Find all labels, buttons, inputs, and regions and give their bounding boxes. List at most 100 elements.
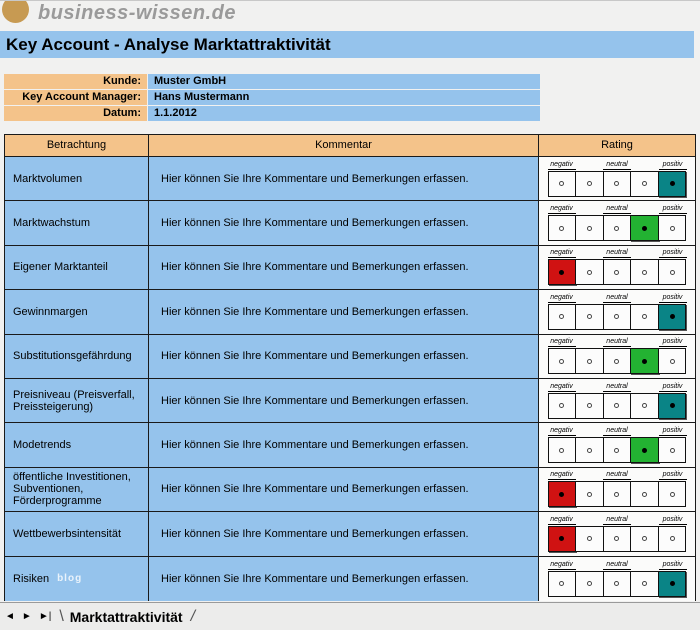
- kommentar-text: Hier können Sie Ihre Kommentare und Beme…: [161, 527, 469, 540]
- radio-ring-icon: [586, 225, 592, 231]
- betrachtung-label: Modetrends: [13, 439, 72, 452]
- rating-option-1[interactable]: [547, 481, 577, 508]
- rating-option-2[interactable]: [575, 348, 604, 375]
- rating-label-neutral: neutral: [603, 161, 631, 170]
- rating-option-5[interactable]: [657, 348, 687, 375]
- betrachtung-label: öffentliche Investitionen, Subventionen,…: [13, 471, 131, 508]
- tab-divider-left: \: [59, 607, 64, 625]
- rating-option-3[interactable]: [602, 392, 632, 419]
- rating-option-1[interactable]: [547, 437, 577, 464]
- kommentar-text: Hier können Sie Ihre Kommentare und Beme…: [161, 483, 469, 496]
- rating-option-5[interactable]: [657, 215, 687, 242]
- rating-option-4[interactable]: [630, 437, 659, 464]
- rating-option-2[interactable]: [575, 481, 604, 508]
- kommentar-cell[interactable]: Hier können Sie Ihre Kommentare und Beme…: [149, 556, 539, 601]
- rating-option-2[interactable]: [575, 303, 604, 330]
- kommentar-cell[interactable]: Hier können Sie Ihre Kommentare und Beme…: [149, 334, 539, 378]
- rating-option-1[interactable]: [547, 259, 577, 286]
- rating-option-1[interactable]: [547, 348, 577, 375]
- rating-option-1[interactable]: [547, 525, 577, 552]
- rating-option-2[interactable]: [575, 170, 604, 197]
- kommentar-cell[interactable]: Hier können Sie Ihre Kommentare und Beme…: [149, 423, 539, 467]
- rating-option-4[interactable]: [630, 303, 659, 330]
- rating-option-3[interactable]: [602, 481, 632, 508]
- rating-option-4[interactable]: [630, 170, 659, 197]
- rating-option-5[interactable]: [657, 437, 687, 464]
- rating-label-neutral: neutral: [603, 383, 631, 392]
- rating-scale-labels: negativ neutral positiv: [547, 516, 687, 525]
- rating-option-3[interactable]: [602, 348, 632, 375]
- kommentar-cell[interactable]: Hier können Sie Ihre Kommentare und Beme…: [149, 245, 539, 290]
- rating-label-positiv: positiv: [658, 338, 687, 348]
- kommentar-cell[interactable]: Hier können Sie Ihre Kommentare und Beme…: [149, 378, 539, 423]
- column-header-rating: Rating: [601, 139, 633, 151]
- rating-option-3[interactable]: [602, 303, 632, 330]
- rating-label-negativ: negativ: [547, 471, 576, 481]
- radio-ring-icon: [614, 181, 620, 187]
- rating-option-4[interactable]: [630, 348, 659, 375]
- sheet-tab-bar: ◄ ► ►| \ Marktattraktivität /: [0, 602, 700, 630]
- radio-ring-icon: [586, 314, 592, 320]
- table-row: Marktvolumen Hier können Sie Ihre Kommen…: [5, 157, 695, 202]
- radio-ring-icon: [642, 403, 648, 409]
- kommentar-cell[interactable]: Hier können Sie Ihre Kommentare und Beme…: [149, 290, 539, 334]
- rating-option-5[interactable]: [657, 259, 687, 286]
- field-value[interactable]: 1.1.2012: [148, 106, 540, 121]
- rating-option-1[interactable]: [547, 170, 577, 197]
- rating-option-5[interactable]: [657, 170, 687, 197]
- rating-widget: negativ neutral positiv: [547, 383, 687, 419]
- rating-option-2[interactable]: [575, 570, 604, 597]
- rating-option-4[interactable]: [630, 215, 659, 242]
- rating-label-neutral: neutral: [603, 249, 631, 259]
- rating-option-2[interactable]: [575, 392, 604, 419]
- rating-option-2[interactable]: [575, 437, 604, 464]
- rating-option-1[interactable]: [547, 570, 577, 597]
- table-row: öffentliche Investitionen, Subventionen,…: [5, 467, 695, 513]
- field-value[interactable]: Muster GmbH: [148, 74, 540, 89]
- scroll-left-icon[interactable]: ◄: [5, 610, 15, 622]
- rating-option-5[interactable]: [657, 570, 687, 597]
- rating-label-positiv: positiv: [658, 383, 687, 392]
- rating-option-4[interactable]: [630, 481, 659, 508]
- rating-option-5[interactable]: [657, 303, 687, 330]
- kommentar-cell[interactable]: Hier können Sie Ihre Kommentare und Beme…: [149, 512, 539, 556]
- rating-option-4[interactable]: [630, 525, 659, 552]
- rating-option-3[interactable]: [602, 570, 632, 597]
- rating-option-2[interactable]: [575, 259, 604, 286]
- radio-ring-icon: [586, 358, 592, 364]
- rating-option-1[interactable]: [547, 303, 577, 330]
- selected-dot-icon: [669, 403, 675, 409]
- rating-option-3[interactable]: [602, 525, 632, 552]
- rating-option-4[interactable]: [630, 570, 659, 597]
- kommentar-cell[interactable]: Hier können Sie Ihre Kommentare und Beme…: [149, 201, 539, 245]
- rating-options: [547, 525, 687, 552]
- rating-option-5[interactable]: [657, 392, 687, 419]
- rating-option-5[interactable]: [657, 525, 687, 552]
- radio-ring-icon: [559, 358, 565, 364]
- rating-option-4[interactable]: [630, 392, 659, 419]
- rating-option-3[interactable]: [602, 259, 632, 286]
- rating-option-5[interactable]: [657, 481, 687, 508]
- rating-option-2[interactable]: [575, 525, 604, 552]
- rating-cell: negativ neutral positiv: [539, 556, 695, 601]
- rating-option-4[interactable]: [630, 259, 659, 286]
- rating-widget: negativ neutral positiv: [547, 205, 687, 242]
- betrachtung-label: Risiken: [13, 572, 50, 585]
- kommentar-cell[interactable]: Hier können Sie Ihre Kommentare und Beme…: [149, 467, 539, 512]
- radio-ring-icon: [642, 181, 648, 187]
- rating-option-3[interactable]: [602, 215, 632, 242]
- kommentar-text: Hier können Sie Ihre Kommentare und Beme…: [161, 572, 469, 585]
- rating-option-2[interactable]: [575, 215, 604, 242]
- scroll-right-icon[interactable]: ►: [21, 610, 32, 622]
- rating-label-positiv: positiv: [658, 294, 687, 303]
- rating-options: [547, 437, 687, 464]
- rating-option-1[interactable]: [547, 215, 577, 242]
- rating-option-1[interactable]: [547, 392, 577, 419]
- rating-option-3[interactable]: [602, 437, 632, 464]
- field-value[interactable]: Hans Mustermann: [148, 90, 540, 105]
- scroll-last-icon[interactable]: ►|: [38, 610, 52, 622]
- kommentar-cell[interactable]: Hier können Sie Ihre Kommentare und Beme…: [149, 157, 539, 201]
- sheet-tab-marktattraktivitaet[interactable]: Marktattraktivität: [69, 608, 183, 625]
- radio-ring-icon: [586, 491, 592, 497]
- rating-option-3[interactable]: [602, 170, 632, 197]
